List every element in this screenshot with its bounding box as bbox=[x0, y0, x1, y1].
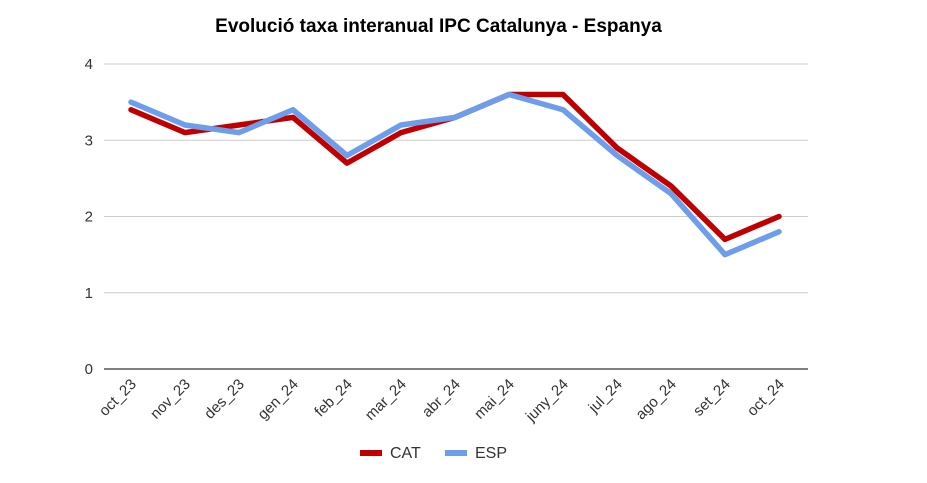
data-point-esp bbox=[614, 153, 620, 158]
y-axis-ticks: 0 1 2 3 4 bbox=[85, 56, 93, 378]
legend-label-esp: ESP bbox=[475, 445, 507, 462]
data-point-cat bbox=[128, 107, 134, 113]
x-tick-label: abr_24 bbox=[419, 376, 464, 421]
data-point-cat bbox=[290, 114, 296, 120]
data-point-cat bbox=[236, 122, 242, 128]
data-point-cat bbox=[614, 145, 620, 151]
x-tick-label: set_24 bbox=[690, 376, 734, 420]
data-point-esp bbox=[722, 252, 728, 258]
data-point-esp bbox=[668, 191, 674, 197]
y-tick-label: 1 bbox=[85, 285, 93, 302]
data-point-cat bbox=[776, 214, 782, 219]
data-point-esp bbox=[344, 153, 350, 158]
data-point-esp bbox=[398, 122, 404, 128]
x-tick-label: juny_24 bbox=[522, 376, 572, 426]
data-point-cat bbox=[560, 92, 566, 97]
x-tick-label: mar_24 bbox=[362, 376, 410, 424]
x-tick-label: oct_23 bbox=[96, 376, 140, 420]
y-tick-label: 2 bbox=[85, 209, 93, 226]
x-axis-ticks: oct_23 nov_23 des_23 gen_24 feb_24 mar_24 abr_… bbox=[96, 376, 788, 426]
data-point-esp bbox=[506, 92, 512, 97]
x-tick-label: nov_23 bbox=[147, 376, 194, 423]
x-tick-label: gen_24 bbox=[254, 376, 301, 423]
x-tick-label: ago_24 bbox=[632, 376, 679, 423]
data-point-esp bbox=[182, 122, 188, 128]
data-point-esp bbox=[290, 107, 296, 113]
x-tick-label: feb_24 bbox=[311, 376, 355, 420]
data-point-esp bbox=[560, 107, 566, 113]
data-point-esp bbox=[452, 114, 458, 120]
data-point-cat bbox=[182, 130, 188, 136]
data-point-cat bbox=[668, 183, 674, 189]
data-point-esp bbox=[776, 229, 782, 235]
series-lines bbox=[128, 91, 782, 258]
legend-label-cat: CAT bbox=[390, 445, 421, 462]
data-point-cat bbox=[344, 160, 350, 166]
y-tick-label: 0 bbox=[85, 361, 93, 378]
data-point-cat bbox=[722, 236, 728, 242]
y-tick-label: 3 bbox=[85, 132, 93, 149]
y-tick-label: 4 bbox=[85, 56, 93, 73]
x-tick-label: mai_24 bbox=[471, 376, 518, 423]
data-point-esp bbox=[236, 130, 242, 136]
x-tick-label: des_23 bbox=[201, 376, 248, 423]
data-point-cat bbox=[398, 130, 404, 136]
legend: CAT ESP bbox=[360, 445, 507, 462]
x-tick-label: jul_24 bbox=[585, 376, 626, 417]
data-point-esp bbox=[128, 99, 134, 105]
x-tick-label: oct_24 bbox=[744, 376, 788, 420]
chart-title: Evolució taxa interanual IPC Catalunya -… bbox=[215, 16, 662, 37]
